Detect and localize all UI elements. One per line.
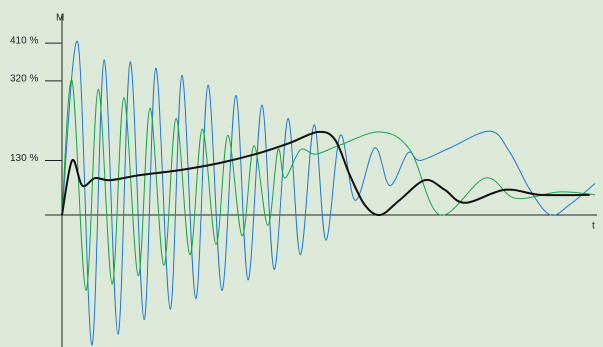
y-tick-label: 130 % (10, 153, 38, 164)
y-tick-label: 320 % (10, 73, 38, 84)
y-axis-label: M (56, 13, 64, 24)
y-tick-label: 410 % (10, 36, 38, 47)
series-line (61, 130, 590, 217)
series-line (61, 79, 596, 291)
x-axis-label: t (592, 221, 595, 232)
series-line (61, 40, 596, 346)
